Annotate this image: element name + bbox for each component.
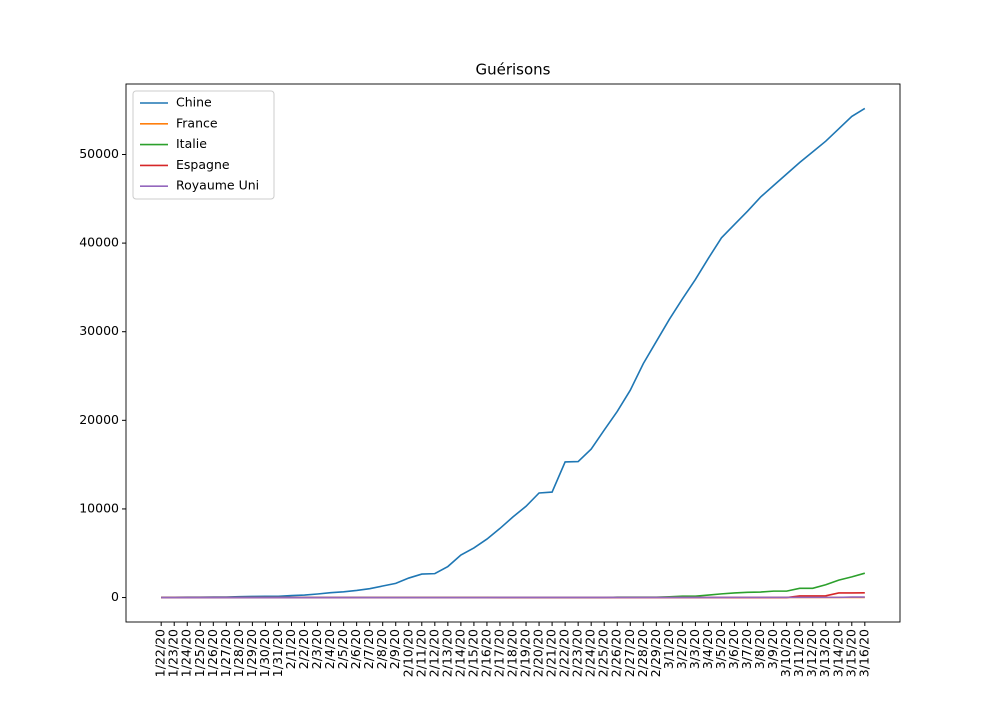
y-tick-label: 0 — [111, 589, 119, 604]
y-tick-label: 20000 — [79, 412, 119, 427]
y-tick-label: 30000 — [79, 323, 119, 338]
y-tick-label: 40000 — [79, 235, 119, 250]
chart-title: Guérisons — [475, 61, 550, 79]
legend-label: Royaume Uni — [176, 178, 259, 193]
legend-label: Italie — [176, 136, 207, 151]
legend-label: France — [176, 115, 218, 130]
y-tick-label: 10000 — [79, 500, 119, 515]
y-tick-label: 50000 — [79, 146, 119, 161]
legend-label: Chine — [176, 95, 212, 110]
legend-label: Espagne — [176, 157, 230, 172]
x-tick-label: 3/16/20 — [856, 629, 871, 677]
